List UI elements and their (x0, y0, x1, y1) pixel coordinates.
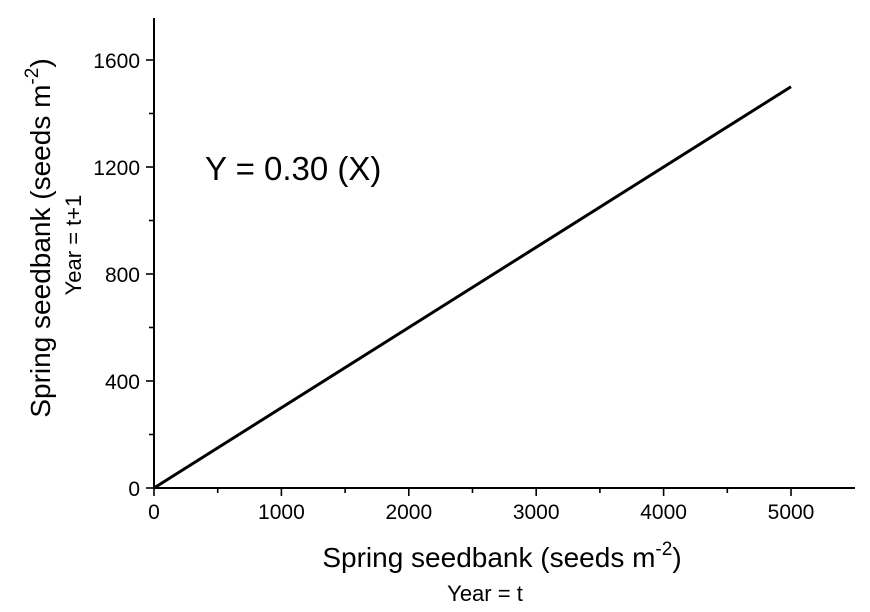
x-tick-label: 2000 (385, 501, 432, 524)
y-axis-subtitle: Year = t+1 (61, 195, 86, 296)
x-axis-title-sup: -2 (655, 539, 672, 560)
equation-annotation: Y = 0.30 (X) (205, 150, 381, 187)
y-tick-label: 800 (105, 264, 140, 287)
x-tick-label: 4000 (640, 501, 687, 524)
x-tick-label: 1000 (258, 501, 305, 524)
y-axis-title-main: Spring seedbank (seeds m (25, 85, 56, 418)
x-tick-label: 3000 (513, 501, 560, 524)
series-line (153, 85, 792, 490)
x-axis-title-main: Spring seedbank (seeds m (322, 542, 655, 573)
x-axis-ticks: 0 1000 2000 3000 4000 5000 (148, 488, 814, 524)
x-tick-label: 0 (148, 501, 160, 524)
y-axis-title-sup: -2 (22, 68, 43, 85)
y-tick-label: 400 (105, 371, 140, 394)
x-axis-title: Spring seedbank (seeds m-2) (322, 539, 681, 573)
x-axis-title-end: ) (672, 542, 681, 573)
y-tick-label: 1200 (93, 157, 140, 180)
y-axis-title-end: ) (25, 58, 56, 67)
y-tick-label: 1600 (93, 50, 140, 73)
series-group (153, 85, 792, 490)
y-axis-ticks: 0 400 800 1200 1600 (93, 50, 154, 501)
y-tick-label: 0 (128, 478, 140, 501)
x-axis-subtitle: Year = t (447, 581, 523, 606)
y-axis-title: Spring seedbank (seeds m-2) (22, 58, 56, 417)
x-tick-label: 5000 (768, 501, 815, 524)
